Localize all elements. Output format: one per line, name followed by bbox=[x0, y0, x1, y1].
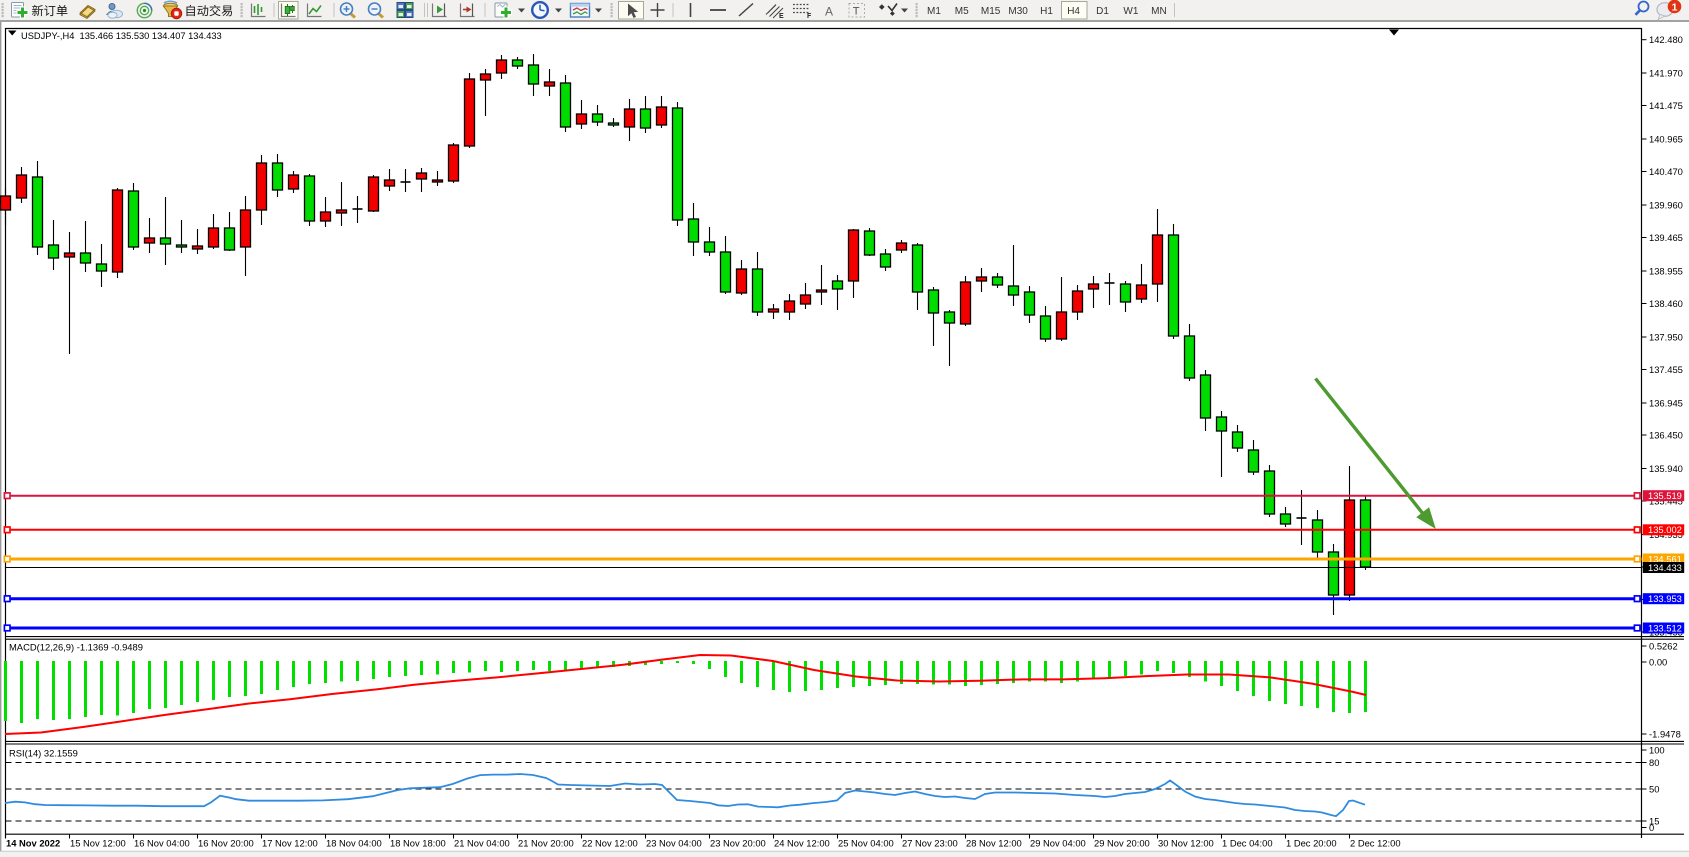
svg-text:T: T bbox=[853, 6, 860, 18]
svg-text:23 Nov 20:00: 23 Nov 20:00 bbox=[710, 838, 766, 849]
svg-text:M15: M15 bbox=[981, 6, 1001, 17]
svg-text:E: E bbox=[779, 13, 784, 20]
svg-text:135.519: 135.519 bbox=[1648, 490, 1682, 501]
svg-text:W1: W1 bbox=[1123, 6, 1138, 17]
svg-text:M30: M30 bbox=[1008, 6, 1028, 17]
svg-text:1: 1 bbox=[1672, 1, 1678, 13]
svg-text:F: F bbox=[807, 13, 812, 20]
svg-text:A: A bbox=[825, 5, 833, 19]
svg-text:15: 15 bbox=[1649, 816, 1659, 827]
svg-text:29 Nov 04:00: 29 Nov 04:00 bbox=[1030, 838, 1086, 849]
svg-text:22 Nov 12:00: 22 Nov 12:00 bbox=[582, 838, 638, 849]
svg-text:MN: MN bbox=[1151, 6, 1167, 17]
svg-text:136.450: 136.450 bbox=[1649, 430, 1683, 441]
svg-text:30 Nov 12:00: 30 Nov 12:00 bbox=[1158, 838, 1214, 849]
svg-text:D1: D1 bbox=[1096, 6, 1109, 17]
svg-text:16 Nov 20:00: 16 Nov 20:00 bbox=[198, 838, 254, 849]
svg-text:23 Nov 04:00: 23 Nov 04:00 bbox=[646, 838, 702, 849]
svg-text:141.970: 141.970 bbox=[1649, 68, 1683, 79]
svg-text:133.953: 133.953 bbox=[1648, 593, 1682, 604]
svg-text:135.002: 135.002 bbox=[1648, 524, 1682, 535]
svg-text:137.950: 137.950 bbox=[1649, 332, 1683, 343]
svg-text:14 Nov 2022: 14 Nov 2022 bbox=[6, 838, 60, 849]
svg-text:50: 50 bbox=[1649, 784, 1659, 795]
svg-text:18 Nov 18:00: 18 Nov 18:00 bbox=[390, 838, 446, 849]
svg-text:25 Nov 04:00: 25 Nov 04:00 bbox=[838, 838, 894, 849]
svg-text:2 Dec 12:00: 2 Dec 12:00 bbox=[1350, 838, 1401, 849]
svg-text:0: 0 bbox=[1649, 822, 1654, 833]
svg-text:136.945: 136.945 bbox=[1649, 398, 1683, 409]
svg-text:137.455: 137.455 bbox=[1649, 364, 1683, 375]
svg-text:133.512: 133.512 bbox=[1648, 622, 1682, 633]
svg-text:18 Nov 04:00: 18 Nov 04:00 bbox=[326, 838, 382, 849]
svg-text:140.965: 140.965 bbox=[1649, 134, 1683, 145]
svg-text:139.465: 139.465 bbox=[1649, 232, 1683, 243]
svg-text:MACD(12,26,9) -1.1369 -0.9489: MACD(12,26,9) -1.1369 -0.9489 bbox=[9, 642, 143, 653]
svg-text:H1: H1 bbox=[1040, 6, 1053, 17]
svg-text:135.940: 135.940 bbox=[1649, 463, 1683, 474]
svg-text:27 Nov 23:00: 27 Nov 23:00 bbox=[902, 838, 958, 849]
svg-text:142.480: 142.480 bbox=[1649, 34, 1683, 45]
svg-text:100: 100 bbox=[1649, 745, 1665, 756]
svg-text:141.475: 141.475 bbox=[1649, 100, 1683, 111]
svg-text:139.960: 139.960 bbox=[1649, 200, 1683, 211]
svg-text:134.561: 134.561 bbox=[1648, 553, 1682, 564]
svg-text:21 Nov 04:00: 21 Nov 04:00 bbox=[454, 838, 510, 849]
svg-text:1 Dec 20:00: 1 Dec 20:00 bbox=[1286, 838, 1337, 849]
svg-text:138.955: 138.955 bbox=[1649, 266, 1683, 277]
svg-text:24 Nov 12:00: 24 Nov 12:00 bbox=[774, 838, 830, 849]
svg-text:RSI(14) 32.1559: RSI(14) 32.1559 bbox=[9, 748, 78, 759]
svg-text:140.470: 140.470 bbox=[1649, 166, 1683, 177]
svg-text:-1.9478: -1.9478 bbox=[1649, 729, 1681, 740]
svg-text:134.433: 134.433 bbox=[1648, 562, 1682, 573]
svg-text:M5: M5 bbox=[955, 6, 969, 17]
svg-text:28 Nov 12:00: 28 Nov 12:00 bbox=[966, 838, 1022, 849]
svg-text:17 Nov 12:00: 17 Nov 12:00 bbox=[262, 838, 318, 849]
svg-text:138.460: 138.460 bbox=[1649, 298, 1683, 309]
svg-text:0.00: 0.00 bbox=[1649, 657, 1667, 668]
svg-text:15 Nov 12:00: 15 Nov 12:00 bbox=[70, 838, 126, 849]
svg-text:16 Nov 04:00: 16 Nov 04:00 bbox=[134, 838, 190, 849]
svg-text:M1: M1 bbox=[927, 6, 941, 17]
svg-text:29 Nov 20:00: 29 Nov 20:00 bbox=[1094, 838, 1150, 849]
svg-text:H4: H4 bbox=[1067, 6, 1080, 17]
svg-text:1 Dec 04:00: 1 Dec 04:00 bbox=[1222, 838, 1273, 849]
svg-text:0.5262: 0.5262 bbox=[1649, 641, 1678, 652]
svg-text:21 Nov 20:00: 21 Nov 20:00 bbox=[518, 838, 574, 849]
svg-text:80: 80 bbox=[1649, 757, 1659, 768]
svg-text:USDJPY-,H4 135.466 135.530 13: USDJPY-,H4 135.466 135.530 134.407 134.4… bbox=[21, 31, 222, 41]
